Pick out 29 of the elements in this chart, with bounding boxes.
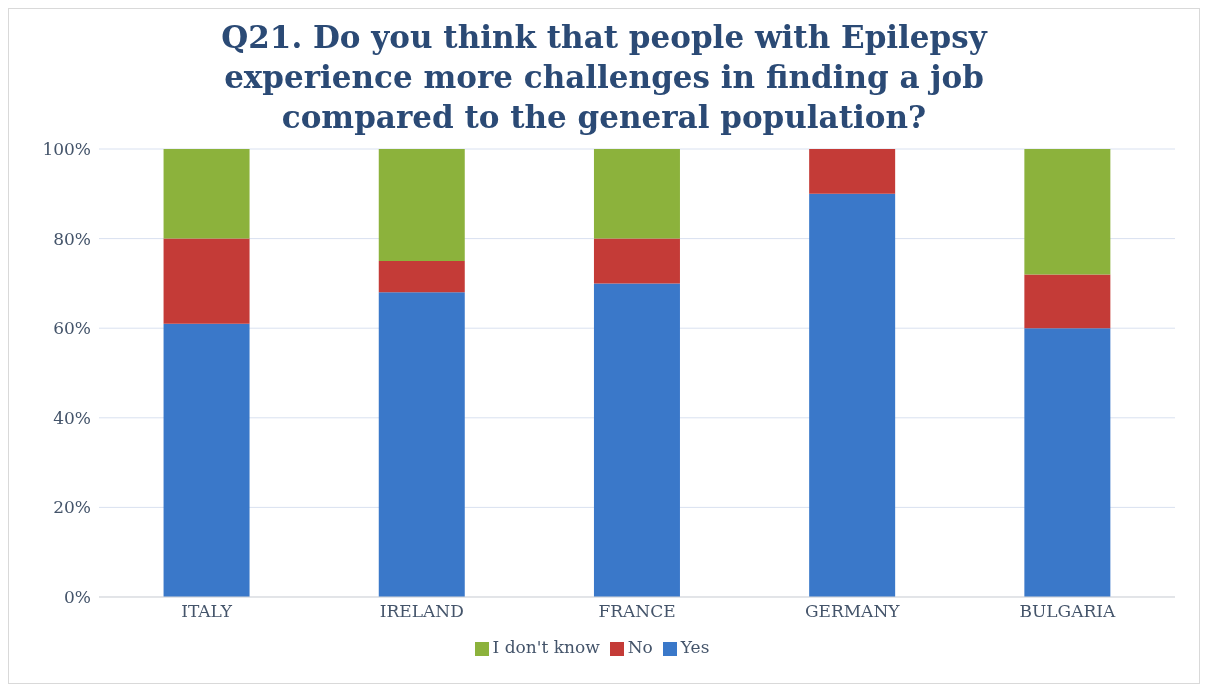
bar (593, 149, 680, 239)
bar (809, 149, 896, 194)
bar (1024, 274, 1111, 329)
y-tick-label: 60% (53, 318, 91, 339)
bar (593, 238, 680, 284)
bar (593, 283, 680, 597)
bar (1024, 328, 1111, 597)
bar (1024, 149, 1111, 275)
y-tick-label: 0% (64, 587, 91, 608)
bar (809, 193, 896, 597)
legend-label: No (627, 637, 653, 657)
bar (163, 323, 250, 597)
bar (378, 292, 465, 597)
legend-label: Yes (680, 637, 710, 657)
x-tick-label: IRELAND (379, 601, 464, 622)
x-tick-label: FRANCE (598, 601, 676, 622)
x-tick-label: GERMANY (804, 601, 901, 622)
x-tick-label: BULGARIA (1019, 601, 1116, 622)
bar (378, 149, 465, 261)
y-tick-label: 20% (53, 497, 91, 518)
y-tick-label: 40% (53, 407, 91, 428)
x-tick-label: ITALY (181, 601, 233, 622)
bar (163, 149, 250, 239)
legend-label: I don't know (492, 637, 600, 657)
bar (163, 238, 250, 324)
y-tick-label: 80% (53, 228, 91, 249)
bar (378, 261, 465, 293)
chart-title: Q21. Do you think that people with Epilepsy experience more challenges in finding a job compared to the general population? (220, 18, 989, 137)
y-tick-label: 100% (42, 139, 91, 160)
